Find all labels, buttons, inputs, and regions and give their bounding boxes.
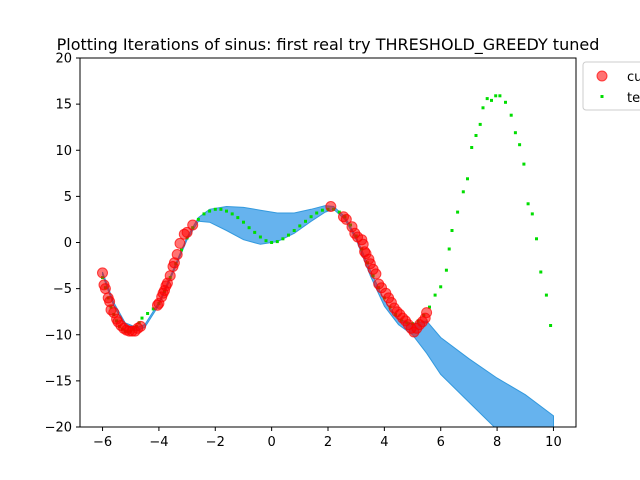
te-point-38 [275, 240, 279, 244]
cu-point-63 [421, 307, 433, 319]
te-point-30 [230, 212, 234, 216]
cu-point-45 [370, 268, 382, 280]
te-point-40 [287, 233, 290, 237]
te-point-29 [225, 209, 228, 213]
te-point-81 [498, 94, 502, 98]
te-point-27 [213, 207, 217, 211]
te-point-34 [253, 230, 257, 234]
y-tick-label: −20 [45, 421, 72, 436]
te-point-76 [478, 122, 482, 126]
legend-label-cu: cu [627, 70, 640, 85]
chart-title: Plotting Iterations of sinus: first real… [57, 35, 600, 55]
te-point-68 [444, 268, 448, 272]
te-point-26 [208, 209, 212, 213]
te-point-72 [461, 190, 465, 194]
cu-point-16 [135, 320, 147, 332]
x-tick-label: −6 [93, 435, 112, 450]
te-point-16 [151, 307, 155, 311]
x-tick-label: −2 [206, 435, 225, 450]
cu-point-0 [97, 267, 108, 279]
te-point-32 [242, 220, 245, 224]
te-point-33 [247, 226, 251, 230]
series-cu [97, 201, 433, 338]
te-point-89 [535, 237, 538, 241]
cu-point-28 [174, 237, 186, 249]
cu-point-34 [340, 213, 352, 225]
te-point-21 [180, 248, 183, 252]
te-point-86 [522, 162, 526, 166]
te-point-35 [258, 235, 262, 239]
cu-point-32 [325, 201, 337, 212]
te-point-70 [450, 229, 454, 232]
te-point-82 [504, 100, 507, 104]
te-point-80 [494, 94, 498, 98]
y-tick-label: −10 [45, 328, 72, 343]
te-point-92 [549, 324, 553, 327]
te-point-41 [292, 229, 296, 232]
series-te [101, 94, 553, 334]
legend-marker-te [600, 95, 604, 98]
y-tick-label: −15 [45, 374, 72, 389]
y-tick-label: 15 [55, 98, 72, 113]
uncertainty-band [102, 205, 554, 427]
cu-point-30 [181, 226, 193, 238]
legend: cu te [582, 61, 640, 111]
te-point-83 [509, 113, 513, 117]
te-point-79 [490, 98, 493, 102]
legend-label-te: te [627, 91, 640, 106]
te-point-39 [281, 237, 285, 241]
te-point-24 [196, 217, 200, 221]
te-point-66 [433, 293, 437, 297]
te-point-69 [447, 247, 451, 251]
x-tick-label: −4 [149, 435, 168, 450]
cu-point-2 [99, 283, 111, 295]
te-point-78 [485, 97, 489, 101]
cu-point-27 [171, 249, 183, 260]
x-tick-label: 4 [380, 435, 388, 450]
te-point-14 [140, 316, 144, 320]
te-point-44 [309, 215, 313, 219]
te-point-87 [526, 202, 530, 206]
y-tick-label: −5 [53, 282, 72, 297]
x-tick-label: 2 [324, 435, 332, 450]
te-point-85 [518, 143, 522, 147]
y-tick-label: 20 [55, 52, 72, 67]
cu-point-24 [164, 270, 176, 282]
te-point-28 [219, 207, 223, 211]
y-axis: −20 −15 −10 −5 0 5 10 15 20 [45, 52, 80, 436]
y-tick-label: 0 [64, 236, 72, 251]
te-point-77 [481, 106, 485, 110]
te-point-65 [428, 305, 431, 309]
te-point-75 [474, 134, 478, 137]
te-point-84 [513, 131, 517, 135]
y-tick-label: 10 [55, 144, 72, 159]
te-point-43 [304, 219, 307, 223]
te-point-45 [315, 211, 319, 215]
te-point-91 [544, 293, 548, 297]
te-point-31 [236, 216, 240, 220]
cu-point-31 [187, 219, 199, 231]
x-tick-label: 6 [437, 435, 445, 450]
te-point-67 [439, 285, 443, 289]
te-point-25 [202, 212, 206, 216]
x-tick-label: 8 [493, 435, 501, 450]
te-point-90 [539, 270, 543, 274]
plot-frame [79, 57, 577, 428]
x-tick-label: 10 [545, 435, 562, 450]
x-axis: −6 −4 −2 0 2 4 6 8 10 [93, 427, 562, 450]
te-point-71 [456, 210, 460, 214]
te-point-49 [337, 210, 341, 214]
te-point-42 [298, 224, 302, 228]
te-point-36 [264, 239, 268, 243]
te-point-37 [270, 241, 274, 244]
te-point-88 [530, 212, 534, 216]
y-tick-label: 5 [64, 190, 72, 205]
te-point-73 [466, 177, 469, 181]
te-point-74 [470, 146, 474, 149]
legend-marker-cu [596, 70, 608, 82]
te-point-15 [146, 312, 150, 315]
x-tick-label: 0 [267, 435, 275, 450]
te-point-46 [320, 208, 324, 212]
